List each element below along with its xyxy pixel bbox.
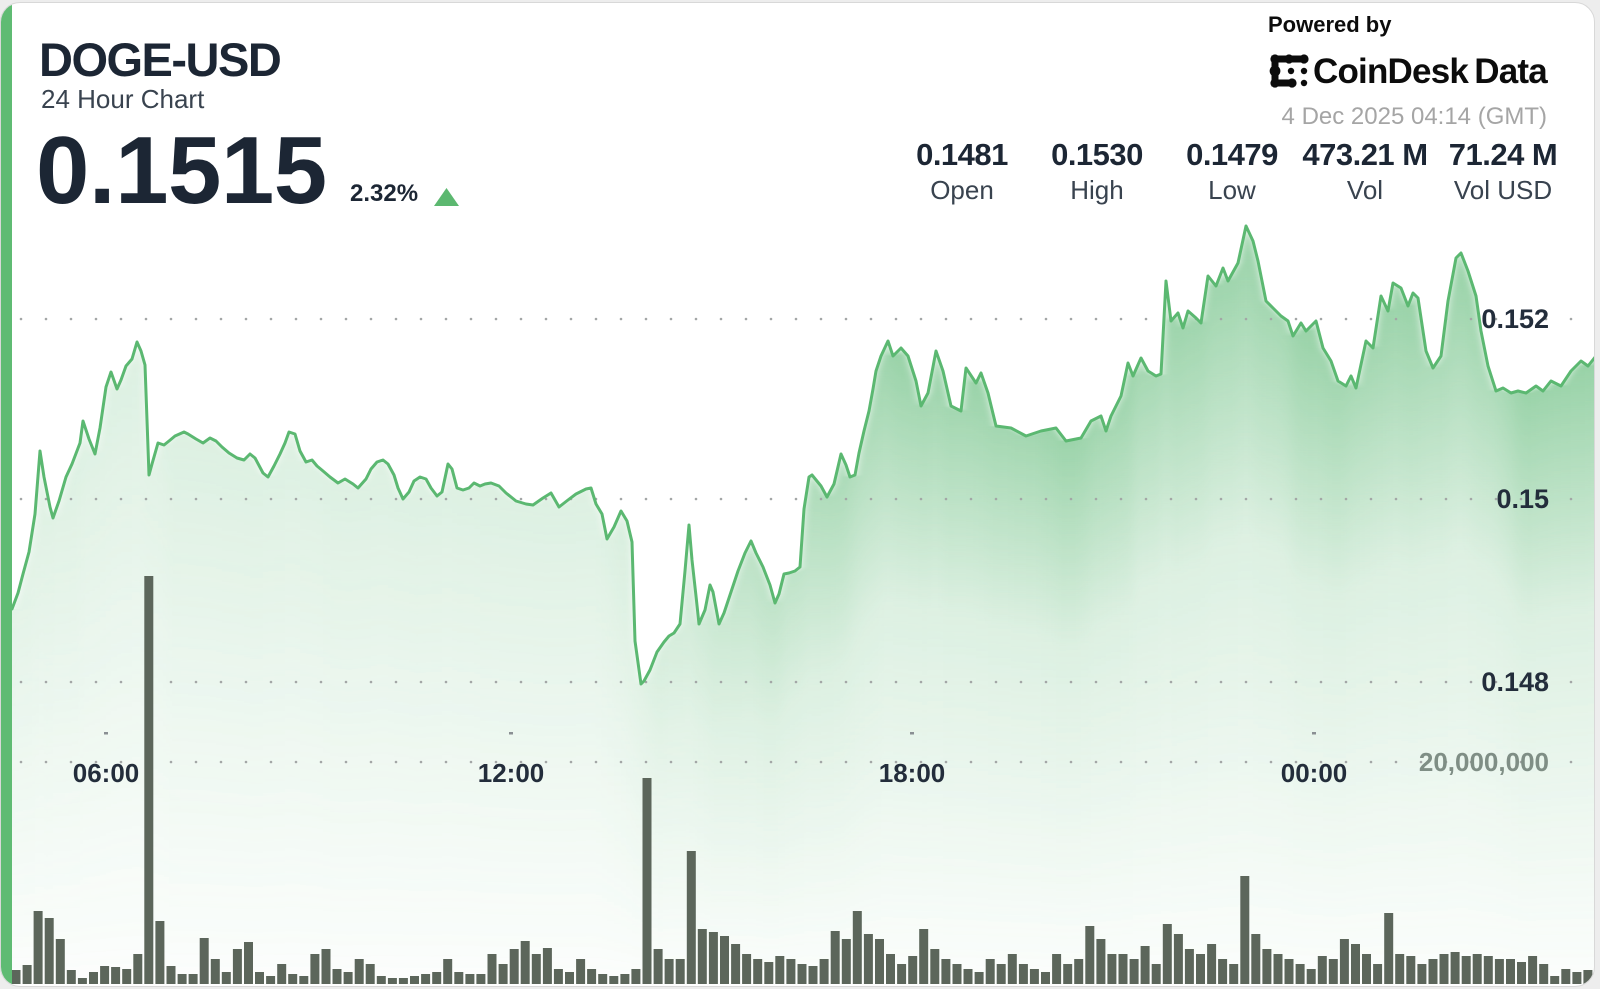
svg-text:0.152: 0.152: [1481, 304, 1549, 334]
svg-text:0.15: 0.15: [1496, 484, 1549, 514]
svg-text:20,000,000: 20,000,000: [1419, 747, 1549, 777]
svg-text:00:00: 00:00: [1281, 758, 1348, 788]
svg-text:06:00: 06:00: [73, 758, 140, 788]
svg-text:0.148: 0.148: [1481, 667, 1549, 697]
svg-text:12:00: 12:00: [478, 758, 545, 788]
svg-text:18:00: 18:00: [879, 758, 946, 788]
